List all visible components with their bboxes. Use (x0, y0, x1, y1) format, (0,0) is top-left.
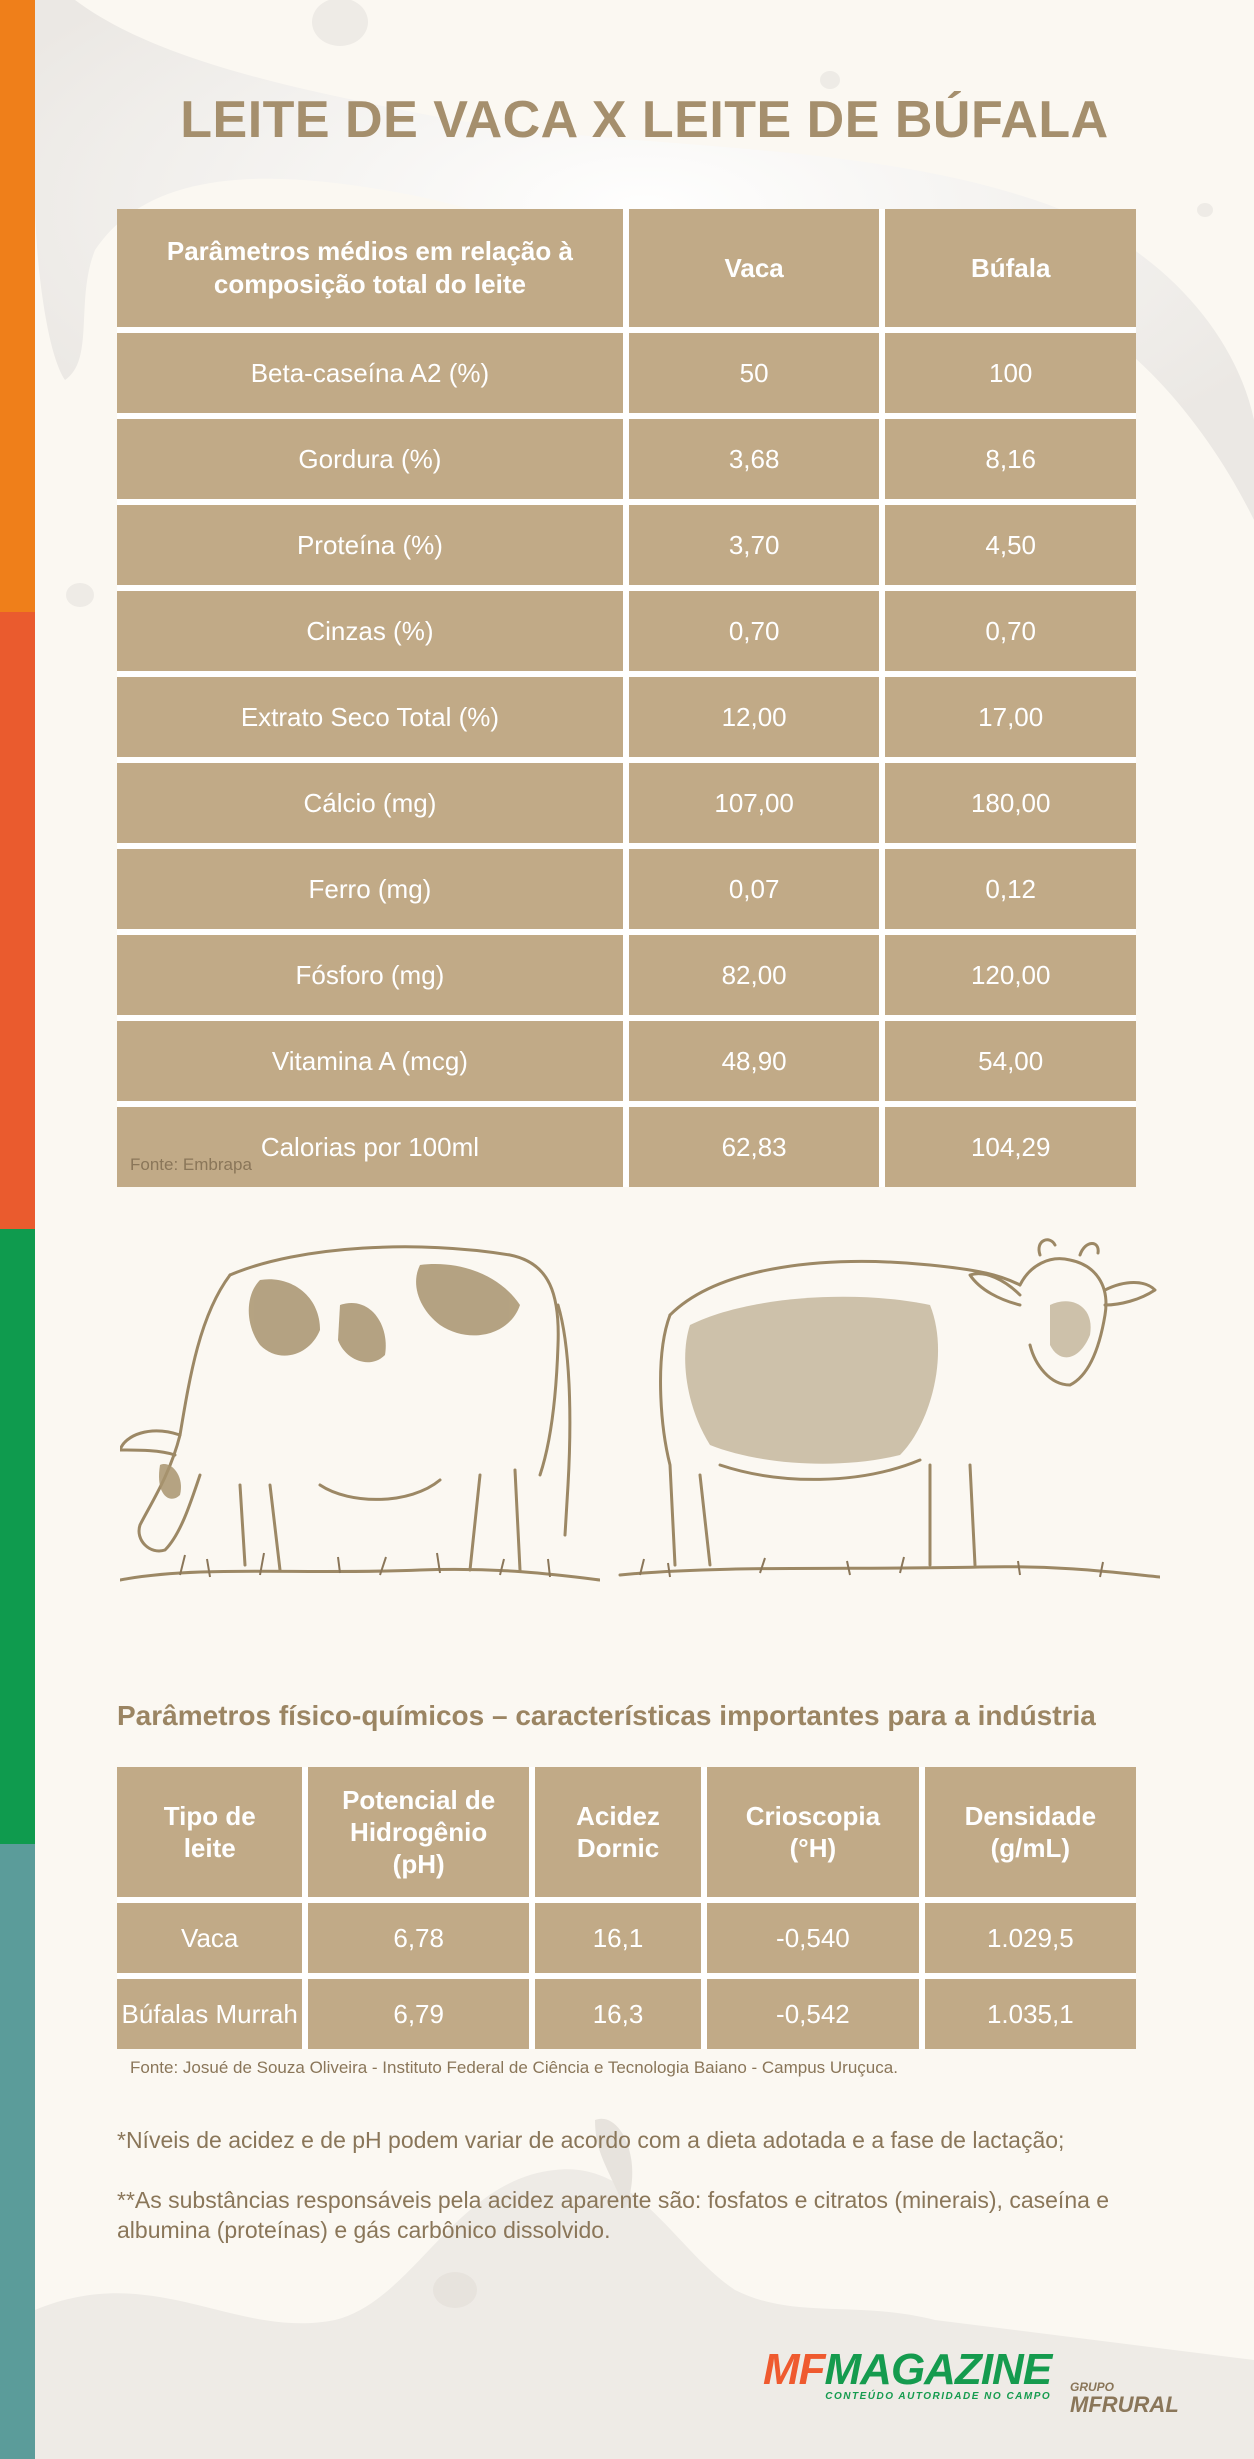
mf-magazine-wordmark: MFMAGAZINE (763, 2345, 1053, 2395)
buffalo-value: 104,29 (879, 1101, 1136, 1187)
row-label: Fósforo (mg) (117, 929, 626, 1018)
stripe-green (0, 1229, 35, 1844)
header-acidity: Acidez Dornic (528, 1767, 705, 1900)
acidity-value: 16,3 (528, 1973, 705, 2049)
table-row: Proteína (%) 3,70 4,50 (117, 499, 1136, 588)
row-label: Proteína (%) (117, 499, 626, 588)
mf-magazine-logo: MFMAGAZINE CONTEÚDO AUTORIDADE NO CAMPO (763, 2345, 1053, 2402)
table-row: Vaca 6,78 16,1 -0,540 1.029,5 (117, 1897, 1136, 1976)
table-row: Fósforo (mg) 82,00 120,00 (117, 929, 1136, 1018)
buffalo-value: 180,00 (879, 757, 1136, 846)
stripe-red (0, 612, 35, 1229)
buffalo-illustration (618, 1238, 1160, 1579)
table-row: Cálcio (mg) 107,00 180,00 (117, 757, 1136, 846)
buffalo-value: 120,00 (879, 929, 1136, 1018)
cow-value: 82,00 (622, 929, 883, 1018)
cow-grazing-illustration (120, 1245, 600, 1582)
cow-value: 107,00 (622, 757, 883, 846)
header-buffalo: Búfala (879, 209, 1136, 330)
row-label: Calorias por 100ml (117, 1101, 626, 1187)
ph-value: 6,78 (302, 1897, 532, 1976)
table-row: Extrato Seco Total (%) 12,00 17,00 (117, 671, 1136, 760)
mf-tagline: CONTEÚDO AUTORIDADE NO CAMPO (825, 2391, 1052, 2402)
header-ph: Potencial de Hidrogênio (pH) (302, 1767, 532, 1900)
buffalo-value: 4,50 (879, 499, 1136, 588)
table-header-row: Tipo de leite Potencial de Hidrogênio (p… (117, 1767, 1136, 1900)
buffalo-value: 54,00 (879, 1015, 1136, 1104)
table-row: Calorias por 100ml 62,83 104,29 (117, 1101, 1136, 1187)
composition-table: Parâmetros médios em relação à composiçã… (117, 209, 1136, 1187)
cryoscopy-value: -0,542 (701, 1973, 922, 2049)
buffalo-value: 8,16 (879, 413, 1136, 502)
buffalo-value: 0,70 (879, 585, 1136, 674)
cow-value: 0,70 (622, 585, 883, 674)
row-label: Cálcio (mg) (117, 757, 626, 846)
density-value: 1.035,1 (918, 1973, 1136, 2049)
note-acidity-ph: *Níveis de acidez e de pH podem variar d… (117, 2127, 1065, 2153)
table-row: Gordura (%) 3,68 8,16 (117, 413, 1136, 502)
stripe-orange (0, 0, 35, 612)
table-row: Cinzas (%) 0,70 0,70 (117, 585, 1136, 674)
source-embrapa: Fonte: Embrapa (130, 1155, 252, 1174)
header-milk-type: Tipo de leite (163, 1801, 256, 1863)
row-label: Gordura (%) (117, 413, 626, 502)
table-row: Beta-caseína A2 (%) 50 100 (117, 327, 1136, 416)
row-label: Vitamina A (mcg) (117, 1015, 626, 1104)
table-row: Búfalas Murrah 6,79 16,3 -0,542 1.035,1 (117, 1973, 1136, 2049)
ph-value: 6,79 (302, 1973, 532, 2049)
acidity-value: 16,1 (528, 1897, 705, 1976)
table-header-row: Parâmetros médios em relação à composiçã… (117, 209, 1136, 330)
physicochemical-table: Tipo de leite Potencial de Hidrogênio (p… (117, 1767, 1136, 2049)
header-cryoscopy: Crioscopia (°H) (701, 1767, 922, 1900)
row-label: Beta-caseína A2 (%) (117, 327, 626, 416)
mfrural-label: MFRURAL (1070, 2392, 1179, 2417)
cow-value: 0,07 (622, 843, 883, 932)
cow-value: 3,70 (622, 499, 883, 588)
page-title: LEITE DE VACA X LEITE DE BÚFALA (180, 91, 1109, 149)
header-parameter: Parâmetros médios em relação à composiçã… (166, 236, 573, 299)
milk-type: Vaca (117, 1897, 306, 1976)
cow-value: 12,00 (622, 671, 883, 760)
magazine-text: MAGAZINE (824, 2345, 1053, 2394)
note-substances: **As substâncias responsáveis pela acide… (117, 2187, 1110, 2243)
source-ifbaiano: Fonte: Josué de Souza Oliveira - Institu… (130, 2058, 898, 2077)
cow-value: 62,83 (622, 1101, 883, 1187)
density-value: 1.029,5 (918, 1897, 1136, 1976)
header-density: Densidade (g/mL) (918, 1767, 1136, 1900)
cow-value: 48,90 (622, 1015, 883, 1104)
buffalo-value: 0,12 (879, 843, 1136, 932)
grupo-label: GRUPO (1070, 2380, 1115, 2394)
table-row: Ferro (mg) 0,07 0,12 (117, 843, 1136, 932)
cryoscopy-value: -0,540 (701, 1897, 922, 1976)
cow-value: 50 (622, 327, 883, 416)
section-subtitle: Parâmetros físico-químicos – característ… (117, 1700, 1096, 1731)
stripe-teal (0, 1844, 35, 2459)
grupo-mfrural-logo: GRUPO MFRURAL (1070, 2380, 1179, 2418)
header-cow: Vaca (622, 209, 883, 330)
row-label: Extrato Seco Total (%) (117, 671, 626, 760)
mf-prefix: MF (763, 2345, 826, 2394)
milk-type: Búfalas Murrah (117, 1973, 306, 2049)
buffalo-value: 17,00 (879, 671, 1136, 760)
cow-value: 3,68 (622, 413, 883, 502)
row-label: Ferro (mg) (117, 843, 626, 932)
row-label: Cinzas (%) (117, 585, 626, 674)
buffalo-value: 100 (879, 327, 1136, 416)
table-row: Vitamina A (mcg) 48,90 54,00 (117, 1015, 1136, 1104)
